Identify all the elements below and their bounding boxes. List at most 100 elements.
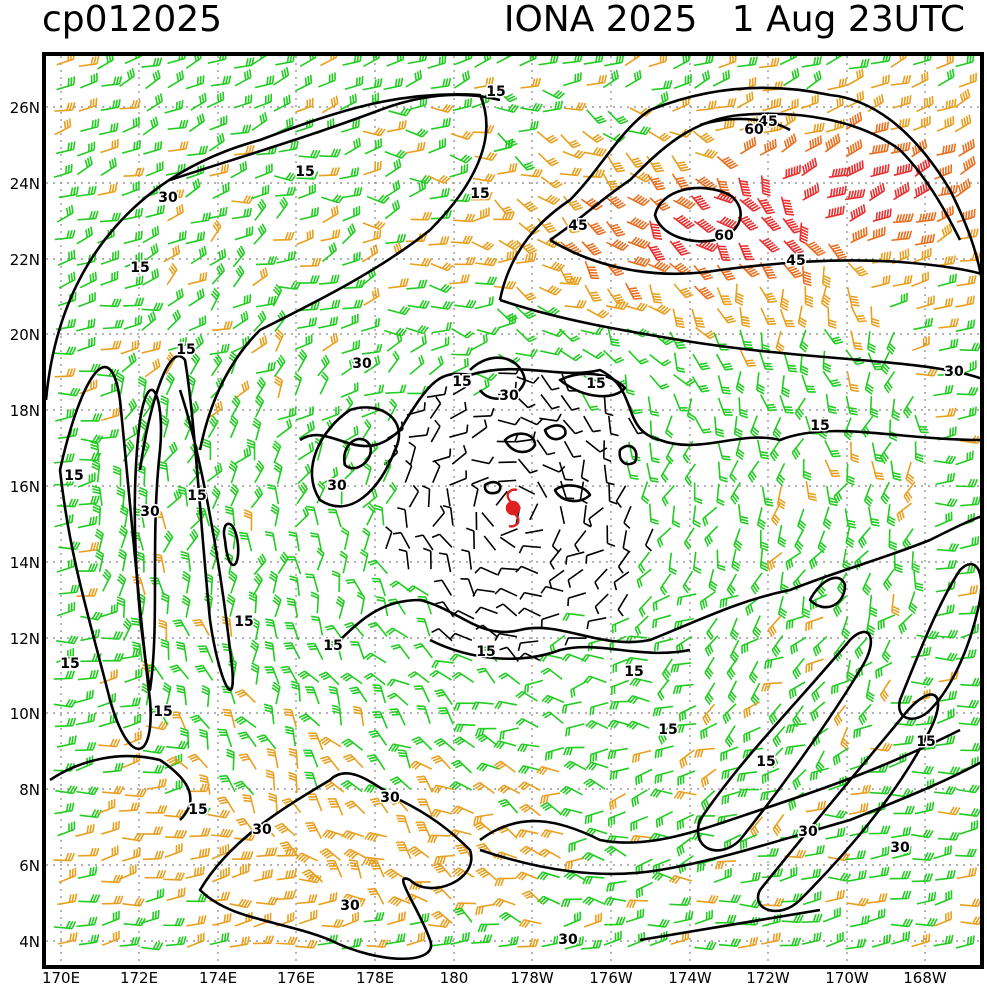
wind-barb (307, 793, 323, 812)
wind-barb (498, 239, 522, 251)
wind-barb (417, 798, 433, 817)
wind-barb (679, 749, 695, 769)
wind-barb (561, 653, 585, 662)
wind-barb (673, 283, 694, 299)
wind-barb (78, 934, 100, 946)
wind-barb (676, 837, 692, 857)
wind-barb (284, 622, 300, 641)
wind-barb (648, 503, 659, 525)
wind-barb (230, 160, 248, 179)
wind-barb (407, 56, 427, 65)
wind-barb (811, 681, 826, 703)
wind-barb (764, 656, 784, 670)
wind-barb (76, 185, 97, 198)
wind-barb (785, 551, 802, 571)
wind-barb (669, 897, 692, 907)
wind-barb (233, 380, 250, 400)
wind-barb (514, 305, 537, 320)
wind-barb (275, 186, 297, 197)
wind-barb (655, 810, 673, 828)
wind-barb (797, 508, 807, 532)
wind-barb (97, 183, 118, 196)
wind-barb (827, 185, 847, 199)
wind-barb (321, 829, 345, 840)
wind-barb (273, 375, 284, 399)
wind-barb (473, 813, 494, 825)
wind-barb (387, 398, 398, 422)
wind-barb (168, 140, 189, 153)
wind-barb (101, 820, 120, 835)
wind-barb (542, 261, 566, 272)
wind-barb (629, 677, 653, 687)
wind-barb (721, 790, 741, 805)
wind-barb (142, 243, 159, 263)
wind-barb (160, 394, 169, 418)
wind-barb (584, 260, 600, 280)
wind-barb (453, 213, 476, 223)
wind-barb (694, 416, 712, 434)
wind-barb (525, 529, 544, 534)
wind-barb (342, 251, 361, 266)
contour-line (499, 298, 980, 380)
wind-barb (408, 484, 420, 508)
wind-barb (741, 638, 759, 654)
wind-barb (54, 717, 77, 728)
wind-barb (671, 155, 690, 172)
wind-barb (562, 195, 583, 211)
wind-barb (334, 482, 343, 505)
wind-barb (164, 100, 184, 114)
wind-barb (56, 498, 79, 508)
wind-barb (649, 374, 670, 390)
wind-barb (364, 138, 383, 155)
wind-barb (494, 877, 516, 887)
wind-barb (955, 935, 975, 949)
wind-barb (652, 594, 671, 612)
wind-barb (956, 699, 980, 709)
wind-barb (166, 887, 186, 902)
wind-barb (756, 372, 765, 395)
wind-barb (883, 371, 896, 394)
wind-barb (280, 665, 298, 683)
wind-barb (367, 559, 389, 575)
wind-barb (180, 550, 192, 572)
wind-barb (871, 275, 891, 289)
wind-barb (210, 219, 222, 242)
wind-barb (692, 353, 711, 371)
wind-barb (649, 353, 672, 367)
wind-barb (79, 271, 97, 289)
wind-barb (230, 124, 252, 135)
wind-barb (769, 747, 784, 769)
wind-barb (430, 300, 454, 310)
longitude-label: 176E (277, 969, 315, 987)
wind-barb (801, 265, 812, 287)
wind-barb (363, 462, 372, 486)
wind-barb (625, 908, 645, 923)
wind-barb (694, 910, 713, 925)
wind-barb (252, 417, 262, 441)
longitude-label: 172E (120, 969, 158, 987)
wind-barb (271, 681, 281, 705)
wind-barb (99, 669, 118, 685)
wind-barb (431, 533, 453, 548)
wind-barb (318, 274, 340, 285)
wind-barb (474, 566, 498, 576)
wind-barb (541, 934, 562, 948)
wind-barb (77, 292, 96, 308)
wind-barb (737, 56, 758, 68)
wind-barb (451, 347, 473, 356)
wind-barb (955, 56, 975, 68)
wind-barb (822, 907, 841, 923)
wind-barb (911, 829, 934, 839)
wind-barb (256, 734, 277, 750)
wind-barb (407, 299, 431, 309)
wind-barb (702, 703, 716, 726)
wind-barb (251, 335, 268, 354)
wind-barb (237, 731, 257, 748)
wind-barb (163, 189, 185, 200)
wind-barb (845, 395, 859, 416)
wind-barb (646, 155, 665, 173)
wind-barb (297, 670, 320, 683)
wind-barb (628, 126, 651, 136)
wind-barb (541, 694, 565, 705)
wind-barb (98, 428, 120, 440)
